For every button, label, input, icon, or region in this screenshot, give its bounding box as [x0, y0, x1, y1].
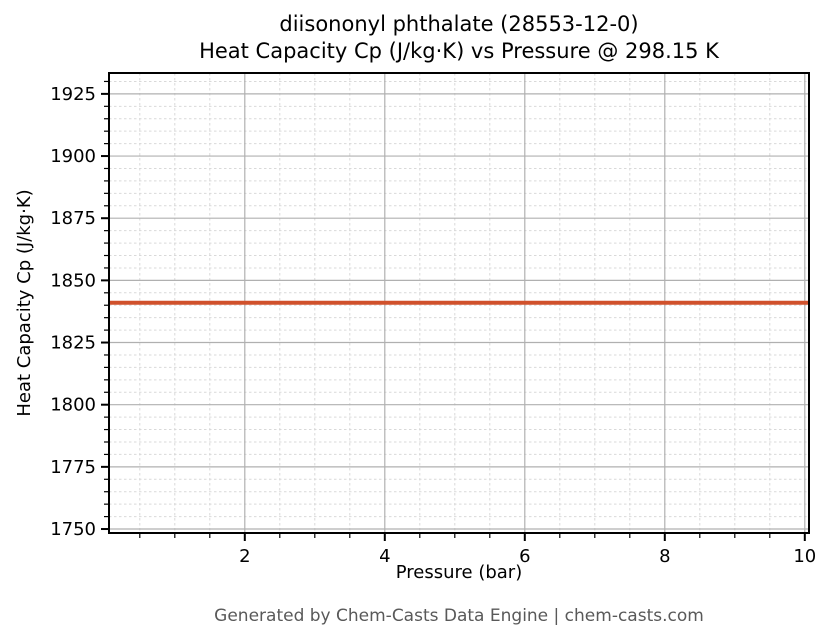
y-tick-label: 1875: [50, 208, 96, 229]
y-tick-label: 1775: [50, 457, 96, 478]
x-tick-label: 10: [793, 546, 816, 567]
y-tick-label: 1800: [50, 395, 96, 416]
chart-title-line2: Heat Capacity Cp (J/kg·K) vs Pressure @ …: [199, 39, 719, 63]
y-tick-label: 1750: [50, 519, 96, 540]
x-tick-label: 4: [379, 546, 390, 567]
y-axis-label: Heat Capacity Cp (J/kg·K): [14, 189, 35, 417]
y-tick-label: 1825: [50, 333, 96, 354]
x-tick-label: 6: [519, 546, 530, 567]
x-axis-label: Pressure (bar): [395, 562, 523, 583]
chart-title-line1: diisononyl phthalate (28553-12-0): [279, 12, 639, 36]
y-tick-label: 1900: [50, 146, 96, 167]
footer-credit: Generated by Chem-Casts Data Engine | ch…: [214, 606, 704, 626]
chart-title: diisononyl phthalate (28553-12-0) Heat C…: [109, 11, 809, 65]
plot-border: [108, 72, 810, 534]
x-tick-label: 2: [239, 546, 250, 567]
y-tick-label: 1850: [50, 270, 96, 291]
x-tick-label: 8: [659, 546, 670, 567]
y-tick-label: 1925: [50, 84, 96, 105]
